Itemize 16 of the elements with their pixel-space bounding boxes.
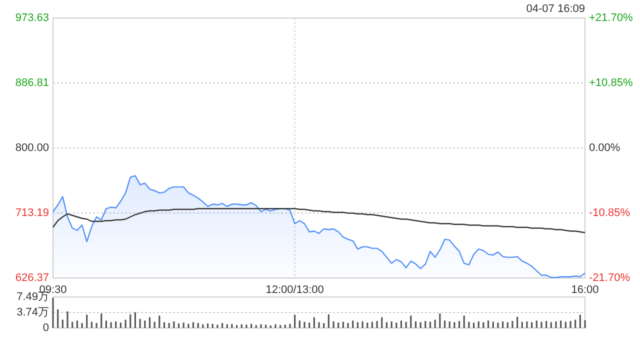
- y2-tick-label: 0.00%: [589, 142, 620, 154]
- text: 04-07 16:09: [526, 3, 585, 15]
- y-tick-label: 800.00: [15, 142, 49, 154]
- y-tick-label: 973.63: [15, 12, 49, 24]
- y3-tick-label: 0: [42, 322, 49, 334]
- x-tick-label: 12:00/13:00: [266, 284, 324, 296]
- y2-tick-label: -10.85%: [589, 206, 630, 219]
- y-tick-label: 886.81: [15, 76, 49, 89]
- y-tick-label: 626.37: [15, 272, 49, 284]
- y-tick-label: 713.19: [15, 206, 49, 219]
- line-series: [52, 208, 586, 234]
- y2-tick-label: -21.70%: [589, 272, 630, 284]
- y3-tick-label: 3.74万: [16, 306, 49, 318]
- x-tick-label: 16:00: [571, 284, 599, 296]
- y2-tick-label: +21.70%: [589, 12, 633, 24]
- y2-tick-label: +10.85%: [589, 76, 633, 89]
